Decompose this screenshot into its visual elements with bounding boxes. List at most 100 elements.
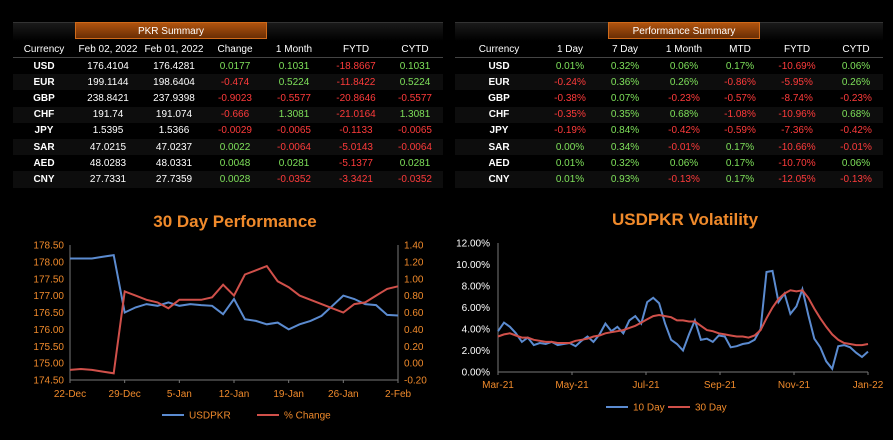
y-right-tick-label: 0.80 <box>404 291 424 302</box>
table-row: CHF 191.74 191.074 -0.666 1.3081 -21.0164 1.30… <box>13 106 443 123</box>
table-row: AED 48.0283 48.0331 0.0048 0.0281 -5.1377 0.02… <box>13 155 443 172</box>
value-cell: 0.26% <box>829 74 883 91</box>
chart-volatility-title: USDPKR Volatility <box>611 210 759 229</box>
value-cell: 199.1144 <box>75 74 141 91</box>
table-row: EUR 199.1144 198.6404 -0.474 0.5224 -11.8422 0… <box>13 74 443 91</box>
y-tick-label: 2.00% <box>462 346 490 357</box>
performance-summary-title: Performance Summary <box>608 22 760 39</box>
legend-label: % Change <box>284 411 331 422</box>
performance-summary-panel: Performance Summary Currency 1 Day 7 Day 1 … <box>455 22 883 192</box>
value-cell: -0.38% <box>543 90 597 107</box>
column-header: 1 Month <box>263 42 325 58</box>
y-right-tick-label: 1.20 <box>404 257 424 268</box>
value-cell: 0.0281 <box>387 155 443 172</box>
value-cell: -0.474 <box>207 74 263 91</box>
value-cell: 1.3081 <box>387 106 443 123</box>
currency-cell: JPY <box>455 122 543 139</box>
y-tick-label: 10.00% <box>456 260 490 271</box>
table-row: GBP -0.38% 0.07% -0.23% -0.57% -8.74% -0.23% <box>455 90 883 107</box>
y-left-tick-label: 175.00 <box>33 359 64 370</box>
value-cell: -0.1133 <box>325 122 387 139</box>
pkr-summary-table: Currency Feb 02, 2022 Feb 01, 2022 Change 1 … <box>13 42 443 188</box>
currency-cell: AED <box>13 155 75 172</box>
value-cell: 176.4281 <box>141 57 207 75</box>
value-cell: -0.5577 <box>387 90 443 107</box>
table-row: CNY 0.01% 0.93% -0.13% 0.17% -12.05% -0.13% <box>455 171 883 188</box>
currency-cell: USD <box>13 57 75 75</box>
value-cell: -10.66% <box>765 138 829 156</box>
value-cell: -5.95% <box>765 74 829 91</box>
x-tick-label: 2-Feb <box>385 389 412 400</box>
y-right-tick-label: 0.60 <box>404 308 424 319</box>
currency-cell: USD <box>455 57 543 75</box>
y-left-tick-label: 178.00 <box>33 257 64 268</box>
value-cell: 1.5366 <box>141 122 207 139</box>
value-cell: -1.08% <box>715 106 765 123</box>
currency-cell: GBP <box>455 90 543 107</box>
y-tick-label: 8.00% <box>462 282 490 293</box>
chart-usdpkr-volatility: 0.00% 2.00% 4.00% 6.00% 8.00% 10.00% 12.00% Mar… <box>456 239 884 414</box>
column-header: FYTD <box>765 42 829 58</box>
value-cell: 0.07% <box>597 90 653 107</box>
value-cell: 191.074 <box>141 106 207 123</box>
table-row: CHF -0.35% 0.35% 0.68% -1.08% -10.96% 0.68% <box>455 106 883 123</box>
value-cell: -18.8667 <box>325 57 387 75</box>
value-cell: -0.24% <box>543 74 597 91</box>
value-cell: 0.01% <box>543 57 597 75</box>
column-header: Feb 01, 2022 <box>141 42 207 58</box>
y-tick-label: 4.00% <box>462 325 490 336</box>
value-cell: 0.0048 <box>207 155 263 172</box>
value-cell: 0.06% <box>653 155 715 172</box>
value-cell: 191.74 <box>75 106 141 123</box>
series-line-pct-change <box>69 264 399 375</box>
performance-summary-header-row: Currency 1 Day 7 Day 1 Month MTD FYTD CYTD <box>455 42 883 58</box>
y-left-tick-label: 174.50 <box>33 376 64 387</box>
x-tick-label: 19-Jan <box>273 389 304 400</box>
value-cell: 0.5224 <box>263 74 325 91</box>
y-tick-label: 0.00% <box>462 368 490 379</box>
y-left-tick-label: 176.50 <box>33 308 64 319</box>
table-row: SAR 0.00% 0.34% -0.01% 0.17% -10.66% -0.01% <box>455 138 883 156</box>
value-cell: -0.0065 <box>263 122 325 139</box>
value-cell: 0.35% <box>597 106 653 123</box>
x-tick-label: Jan-22 <box>853 380 884 391</box>
currency-cell: EUR <box>455 74 543 91</box>
value-cell: 0.32% <box>597 155 653 172</box>
column-header: FYTD <box>325 42 387 58</box>
value-cell: 0.0177 <box>207 57 263 75</box>
y-right-tick-label: 1.40 <box>404 241 424 252</box>
column-header: 1 Month <box>653 42 715 58</box>
y-right-tick-label: -0.20 <box>404 376 427 387</box>
value-cell: -10.69% <box>765 57 829 75</box>
value-cell: -11.8422 <box>325 74 387 91</box>
currency-cell: AED <box>455 155 543 172</box>
x-tick-label: 26-Jan <box>328 389 359 400</box>
value-cell: 47.0215 <box>75 138 141 156</box>
pkr-summary-title: PKR Summary <box>75 22 267 39</box>
value-cell: 176.4104 <box>75 57 141 75</box>
value-cell: 0.84% <box>597 122 653 139</box>
value-cell: -3.3421 <box>325 171 387 188</box>
value-cell: -0.0065 <box>387 122 443 139</box>
value-cell: 238.8421 <box>75 90 141 107</box>
column-header: Change <box>207 42 263 58</box>
value-cell: 0.00% <box>543 138 597 156</box>
currency-cell: CNY <box>13 171 75 188</box>
column-header: Feb 02, 2022 <box>75 42 141 58</box>
table-row: GBP 238.8421 237.9398 -0.9023 -0.5577 -20.864… <box>13 90 443 107</box>
y-left-tick-label: 177.00 <box>33 291 64 302</box>
table-row: EUR -0.24% 0.36% 0.26% -0.86% -5.95% 0.26% <box>455 74 883 91</box>
x-tick-label: Jul-21 <box>632 380 660 391</box>
series-line-usdpkr <box>70 253 399 331</box>
table-row: CNY 27.7331 27.7359 0.0028 -0.0352 -3.3421 -0.… <box>13 171 443 188</box>
table-row: USD 176.4104 176.4281 0.0177 0.1031 -18.8667 0… <box>13 57 443 75</box>
chart-30day-title: 30 Day Performance <box>153 212 317 231</box>
value-cell: 47.0237 <box>141 138 207 156</box>
y-left-tick-label: 175.50 <box>33 342 64 353</box>
series-line-10day <box>497 269 869 371</box>
column-header: 1 Day <box>543 42 597 58</box>
value-cell: -7.36% <box>765 122 829 139</box>
value-cell: -10.96% <box>765 106 829 123</box>
value-cell: 0.17% <box>715 57 765 75</box>
column-header: 7 Day <box>597 42 653 58</box>
